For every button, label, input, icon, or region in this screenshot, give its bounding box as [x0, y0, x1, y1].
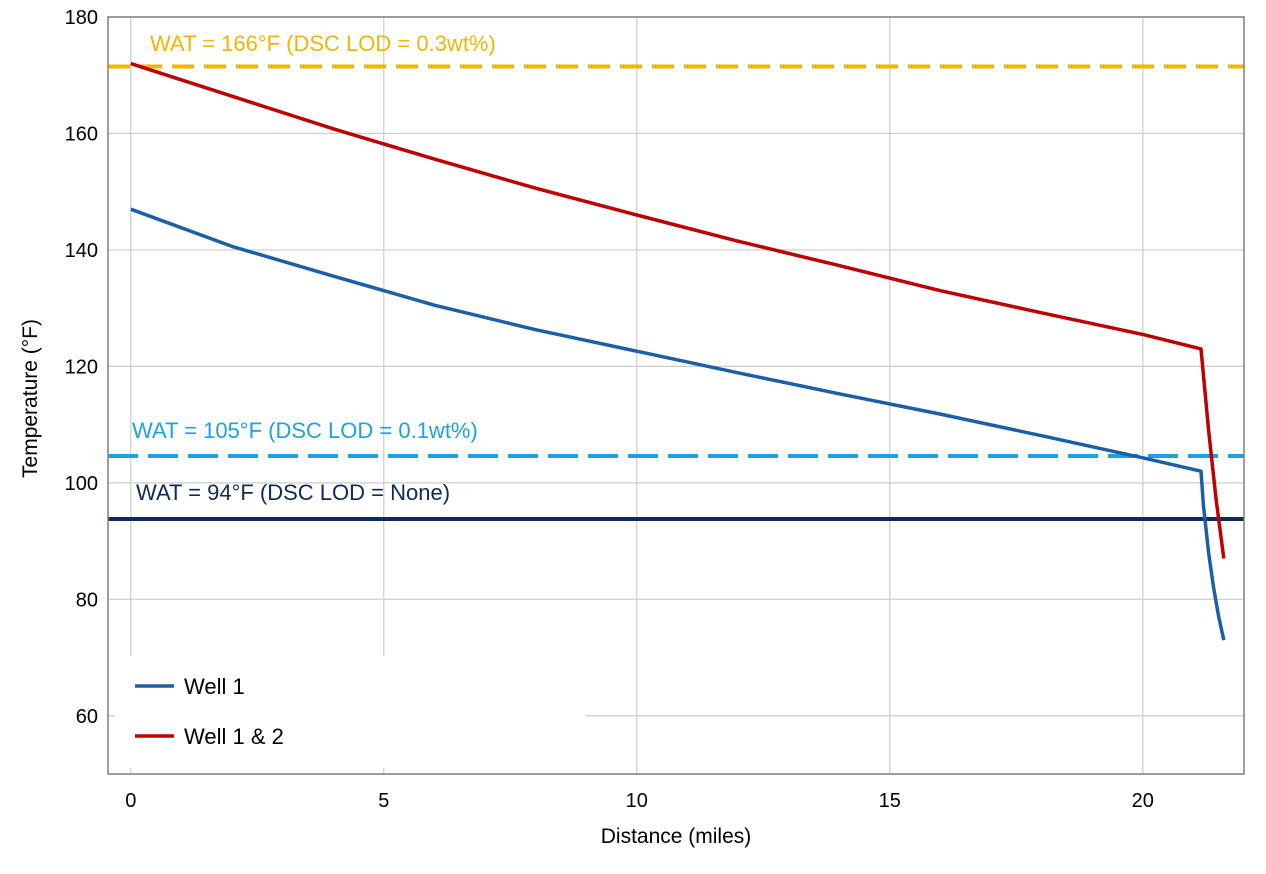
- reference-line-label: WAT = 166°F (DSC LOD = 0.3wt%): [150, 31, 496, 56]
- y-tick-label: 140: [65, 240, 98, 262]
- x-tick-label: 5: [378, 790, 389, 812]
- reference-line-label: WAT = 105°F (DSC LOD = 0.1wt%): [132, 418, 478, 443]
- reference-line-labels: WAT = 166°F (DSC LOD = 0.3wt%) WAT = 105°…: [132, 31, 496, 505]
- x-tick-label: 15: [879, 790, 901, 812]
- data-series: [130, 61, 1226, 641]
- series-line: [130, 61, 1226, 559]
- y-tick-label: 100: [65, 473, 98, 495]
- y-tick-label: 80: [76, 589, 98, 611]
- y-tick-labels: 60 80 100 120 140 160 180: [65, 7, 98, 728]
- legend-label: Well 1: [184, 674, 245, 699]
- y-tick-label: 60: [76, 706, 98, 728]
- legend-background: [115, 656, 585, 768]
- series-line: [130, 207, 1226, 641]
- legend: Well 1 Well 1 & 2: [115, 656, 585, 768]
- reference-line-label: WAT = 94°F (DSC LOD = None): [136, 480, 450, 505]
- legend-label: Well 1 & 2: [184, 724, 284, 749]
- y-tick-label: 120: [65, 356, 98, 378]
- x-tick-label: 0: [125, 790, 136, 812]
- y-tick-label: 180: [65, 7, 98, 29]
- x-axis-label: Distance (miles): [601, 825, 752, 848]
- y-axis-label: Temperature (°F): [19, 319, 42, 478]
- reference-lines: [108, 64, 1244, 521]
- x-tick-label: 10: [626, 790, 648, 812]
- x-tick-label: 20: [1132, 790, 1154, 812]
- y-tick-label: 160: [65, 123, 98, 145]
- plot-border: [107, 16, 1245, 775]
- plot-frame: [107, 16, 1245, 775]
- x-tick-labels: 0 5 10 15 20: [125, 790, 1154, 812]
